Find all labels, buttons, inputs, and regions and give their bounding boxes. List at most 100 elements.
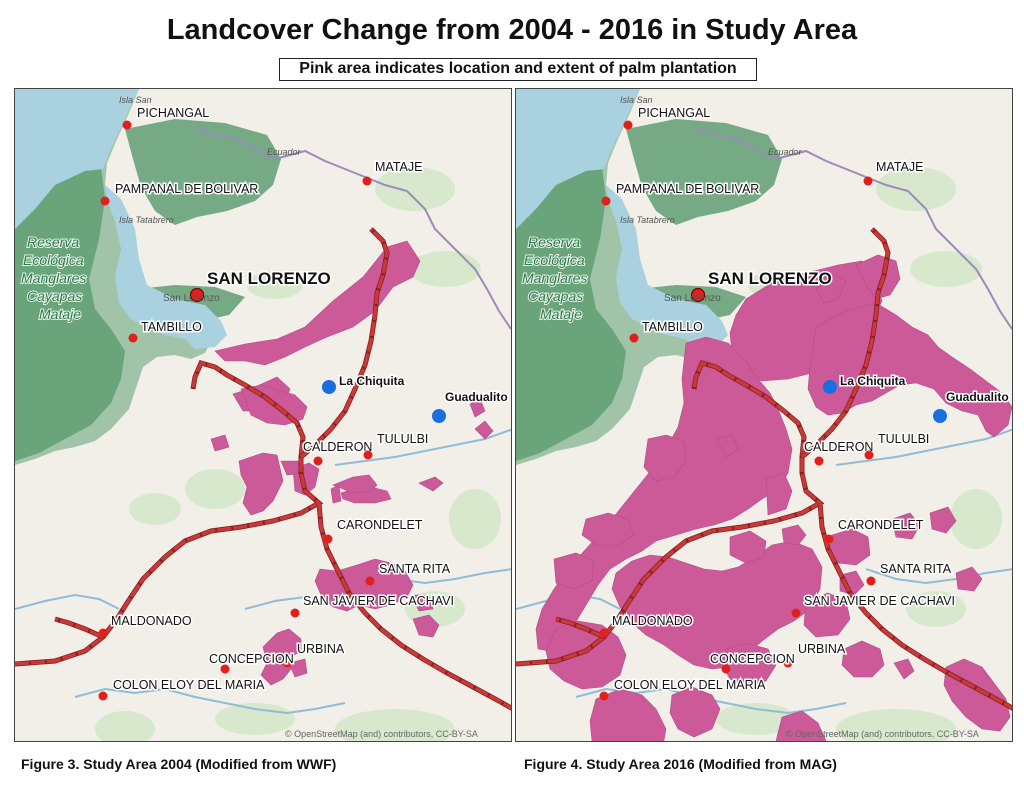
plantation-patch [855,254,901,300]
community-marker [322,380,336,394]
palm-plantation-areas [535,254,1012,741]
town-marker [128,333,138,343]
town-marker [791,608,801,618]
town-label: CARONDELET [337,518,423,532]
plantation-patch [410,594,434,612]
town-marker [98,628,108,638]
plantation-patch [729,530,767,564]
plantation-patch [412,614,440,638]
plantation-patch [288,658,308,678]
map-2004: Reserva Ecológica Manglares Cayapas Mataje Is… [14,88,512,742]
caption-2004: Figure 3. Study Area 2004 (Modified from… [21,756,337,772]
city-label: SAN LORENZO [708,269,832,288]
forest-patch [950,489,1002,549]
sea [15,89,139,229]
map-canvas: Reserva Ecológica Manglares Cayapas Mataje Is… [516,89,1012,741]
plantation-patch [715,434,739,458]
town-label: CALDERON [804,440,873,454]
town-label: CARONDELET [838,518,924,532]
town-marker [365,576,375,586]
reserve-label: Manglares [21,270,86,286]
town-label: COLON ELOY DEL MARIA [614,678,766,692]
town-label: TAMBILLO [141,320,202,334]
plantation-patch [893,658,915,680]
town-marker [313,456,323,466]
plantation-patch [535,336,793,652]
town-marker [814,456,824,466]
town-marker [783,658,793,668]
community-label: Guadualito [946,390,1009,404]
town-marker [323,534,333,544]
plantation-patch [891,512,921,540]
town-marker [98,691,108,701]
reserve-label: Cayapas [27,288,82,304]
town-marker [629,333,639,343]
estuary [606,185,728,349]
page-title: Landcover Change from 2004 - 2016 in Stu… [166,14,858,46]
road [299,227,389,459]
plantation-patch [238,452,284,516]
reserve-label: Reserva [27,234,79,250]
town-marker [866,576,876,586]
forest-patch [449,489,501,549]
town-label: CONCEPCION [710,652,795,666]
plantation-patch [815,274,847,304]
road [818,502,1012,710]
town-label: TAMBILLO [642,320,703,334]
town-marker [824,534,834,544]
town-label: SAN JAVIER DE CACHAVI [804,594,955,608]
river [74,687,346,715]
reserve-label: Mataje [540,306,582,322]
plantation-patch [553,552,595,590]
island-label: Isla Tatabrero [119,215,174,225]
city-marker [690,287,706,303]
community-label: La Chiquita [840,374,906,388]
town-label: CALDERON [303,440,372,454]
town-label: URBINA [297,642,345,656]
reserve-label: Reserva [528,234,580,250]
town-label: SANTA RITA [880,562,952,576]
reserve-label: Ecológica [23,252,84,268]
town-marker [100,196,110,206]
town-marker [623,120,633,130]
subtitle-box: Pink area indicates location and extent … [279,58,757,81]
town-marker [599,691,609,701]
plantation-patch [581,512,635,546]
country-label: Ecuador [267,147,302,157]
plantation-patch [418,476,444,492]
town-label: MATAJE [375,160,422,174]
town-marker [290,608,300,618]
town-marker [863,176,873,186]
town-marker [721,664,731,674]
island-label: Isla Tatabrero [620,215,675,225]
town-label: CONCEPCION [209,652,294,666]
coastal-mangrove [15,89,211,465]
reserve-label: Ecológica [524,252,585,268]
town-label: PAMPANAL DE BOLIVAR [616,182,759,196]
river [244,595,328,610]
town-marker [362,176,372,186]
country-border [695,128,1012,330]
community-marker [432,409,446,423]
town-label: COLON ELOY DEL MARIA [113,678,265,692]
city-marker [189,287,205,303]
reserve-label: Cayapas [528,288,583,304]
coastal-mangrove [516,89,712,465]
city-sublabel: San Lorenzo [664,293,721,304]
plantation-patch [332,474,378,494]
forest-patch [409,251,481,287]
town-marker [122,120,132,130]
island-label: Isla San [620,95,653,105]
forest-patch [836,709,956,741]
town-marker [363,450,373,460]
country-label: Ecuador [768,147,803,157]
forest-patch [129,493,181,525]
sea [516,89,640,229]
city-sublabel: San Lorenzo [163,293,220,304]
plantation-patch [643,434,687,482]
town-label: TULULBI [377,432,428,446]
community-marker [933,409,947,423]
town-marker [282,658,292,668]
estuary [105,185,227,349]
road [54,617,104,639]
